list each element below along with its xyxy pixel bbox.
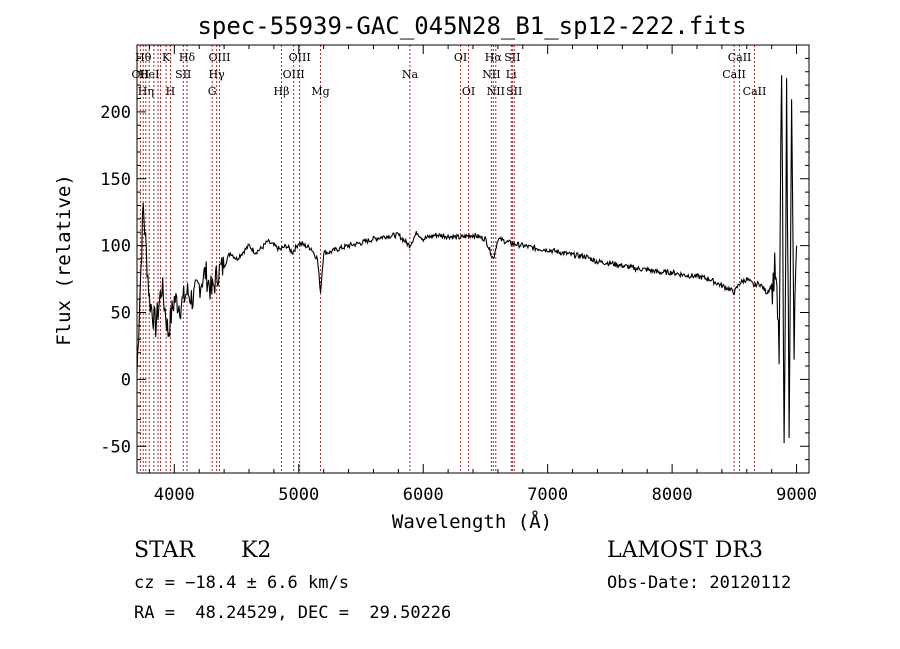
x-axis-label: Wavelength (Å) [392, 510, 552, 533]
x-tick-label: 4000 [154, 485, 195, 505]
line-label: Na [402, 68, 419, 81]
object-subclass: K2 [241, 538, 272, 563]
x-tick-label: 5000 [278, 485, 319, 505]
line-label: Hδ [179, 51, 196, 64]
line-label: Hβ [274, 85, 290, 98]
obs-date: Obs-Date: 20120112 [607, 573, 792, 593]
object-class: STAR [134, 538, 195, 563]
line-label: CaII [728, 51, 752, 64]
line-label: OII [132, 68, 150, 81]
x-tick-label: 7000 [527, 485, 568, 505]
line-label: Mg [311, 85, 329, 98]
y-tick-label: -50 [100, 437, 131, 457]
line-label: NII [482, 68, 500, 81]
spectral-line-markers [139, 45, 755, 473]
line-label: G [208, 85, 217, 98]
y-tick-label: 50 [111, 304, 131, 324]
line-label: SII [175, 68, 191, 81]
line-label: H [166, 85, 176, 98]
x-tick-label: 8000 [652, 485, 693, 505]
line-label: K [162, 51, 171, 64]
line-label: CaII [743, 85, 767, 98]
chart-title: spec-55939-GAC_045N28_B1_sp12-222.fits [197, 12, 746, 40]
x-tick-label: 9000 [776, 485, 817, 505]
line-label: CaII [722, 68, 746, 81]
line-label: Li [506, 68, 517, 81]
x-tick-label: 6000 [403, 485, 444, 505]
line-label: SII [504, 51, 520, 64]
redshift-text: cz = −18.4 ± 6.6 km/s [134, 573, 349, 593]
y-tick-label: 100 [100, 237, 131, 257]
spectrum-line [136, 75, 798, 444]
line-label: Hθ [135, 51, 152, 64]
line-label: OI [454, 51, 467, 64]
y-tick-label: 0 [121, 370, 131, 390]
y-tick-label: 150 [100, 170, 131, 190]
y-axis-label: Flux (relative) [53, 174, 75, 346]
line-label: Hγ [209, 68, 226, 81]
line-label: OI [462, 85, 475, 98]
line-label: HeI [139, 68, 159, 81]
line-label: Hα [485, 51, 503, 64]
line-label: SII [506, 85, 522, 98]
coordinates-text: RA = 48.24529, DEC = 29.50226 [134, 603, 452, 623]
line-label: OIII [283, 68, 305, 81]
axis-ticks: 4000 5000 6000 7000 8000 9000 -50 0 50 100 150 200 [100, 45, 817, 505]
line-label: Hη [138, 85, 154, 98]
line-label: NII [487, 85, 505, 98]
y-tick-label: 200 [100, 103, 131, 123]
line-label: OIII [289, 51, 311, 64]
line-label: OIII [208, 51, 230, 64]
survey-name: LAMOST DR3 [607, 538, 763, 563]
